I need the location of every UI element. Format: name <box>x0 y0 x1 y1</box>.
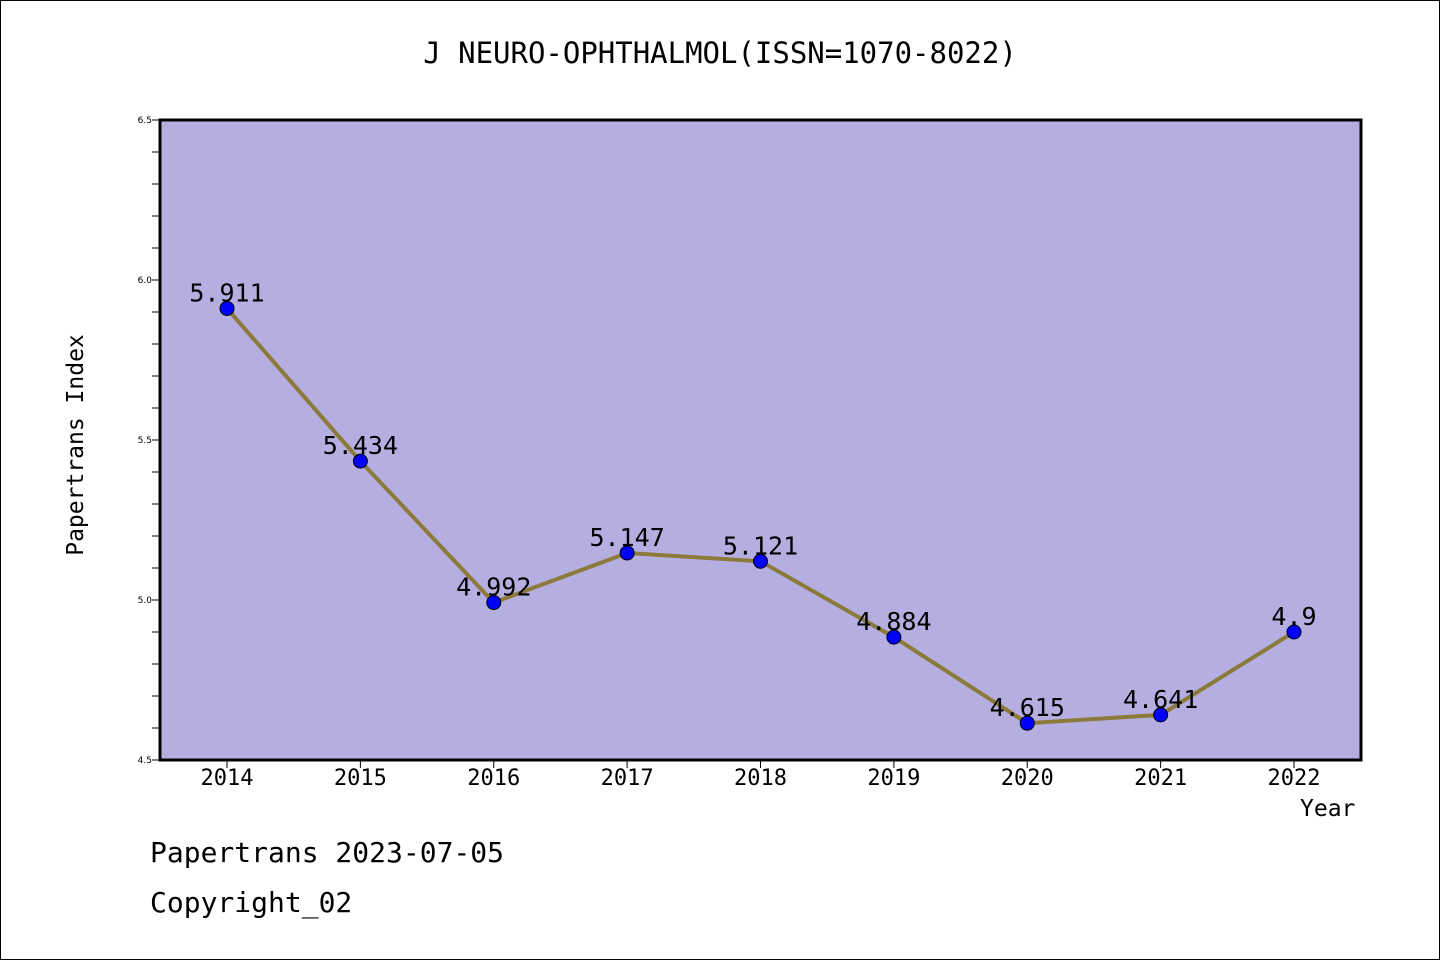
x-tick-label: 2020 <box>1001 766 1054 791</box>
x-tick-label: 2022 <box>1268 766 1321 791</box>
data-points <box>219 300 1302 731</box>
x-axis: 2014 2015 2016 2017 2018 2019 2020 2021 2022 <box>201 760 1321 791</box>
y-tick-label: 4.5 <box>138 756 152 766</box>
x-tick-label: 2015 <box>334 766 387 791</box>
data-point <box>1019 715 1035 731</box>
plot-area <box>158 118 1363 762</box>
data-point <box>1286 624 1302 640</box>
data-point <box>486 595 502 611</box>
footer-copyright: Copyright_02 <box>150 886 353 919</box>
data-point <box>219 300 235 316</box>
data-label: 5.147 <box>589 523 664 552</box>
x-tick-label: 2017 <box>601 766 654 791</box>
footer-date: Papertrans 2023-07-05 <box>150 836 505 869</box>
data-label: 4.641 <box>1123 685 1198 714</box>
data-label: 5.911 <box>189 278 264 307</box>
data-label: 5.434 <box>323 431 398 460</box>
data-point <box>753 553 768 569</box>
x-tick-label: 2018 <box>734 766 787 791</box>
x-tick-label: 2019 <box>867 766 920 791</box>
y-tick-label: 6.5 <box>138 116 152 126</box>
x-tick-label: 2016 <box>467 766 520 791</box>
data-label: 4.9 <box>1271 602 1316 631</box>
data-label: 4.992 <box>456 573 531 602</box>
data-point <box>886 629 902 645</box>
data-point <box>619 545 635 561</box>
x-tick-label: 2021 <box>1134 766 1187 791</box>
chart-title: J NEURO-OPHTHALMOL(ISSN=1070-8022) <box>423 36 1017 70</box>
data-label: 4.884 <box>856 607 931 636</box>
y-tick-label: 5.5 <box>138 436 152 446</box>
x-tick-label: 2014 <box>201 766 254 791</box>
data-label: 5.121 <box>723 531 798 560</box>
y-tick-label: 5.0 <box>138 596 153 606</box>
data-label: 4.615 <box>990 693 1065 722</box>
x-axis-label: Year <box>1300 796 1356 822</box>
data-point <box>1153 707 1169 723</box>
data-point <box>352 453 368 469</box>
data-labels: 5.911 5.434 4.992 5.147 5.121 4.884 4.615 4.641… <box>189 278 1316 722</box>
y-tick-label: 6.0 <box>138 276 153 286</box>
y-axis: 4.5 5.0 5.5 6.0 6.5 <box>138 116 160 766</box>
